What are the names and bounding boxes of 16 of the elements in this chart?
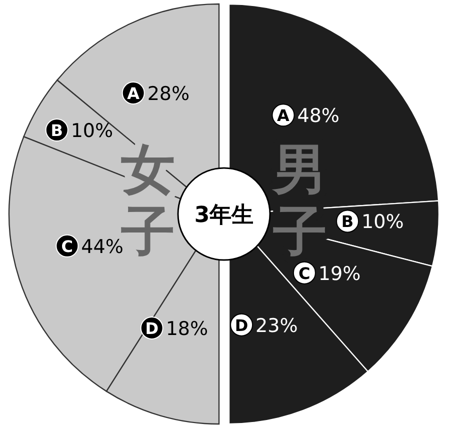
data-label: 44% [81,236,124,258]
data-label: 10% [70,120,114,142]
slice-label: D [145,318,158,338]
data-label: 10% [362,211,404,234]
data-label: 19% [318,262,361,285]
data-label: 48% [297,105,340,128]
slice-label: A [277,106,290,126]
data-label: 18% [166,318,208,340]
slice-label: B [50,121,63,140]
slice-label: C [298,264,310,283]
slice-label: D [234,316,248,335]
slice-label: B [341,212,354,232]
slice-label: A [127,84,140,103]
slice-label: C [61,236,74,256]
data-label: 28% [147,82,190,105]
data-label: 23% [256,314,298,337]
